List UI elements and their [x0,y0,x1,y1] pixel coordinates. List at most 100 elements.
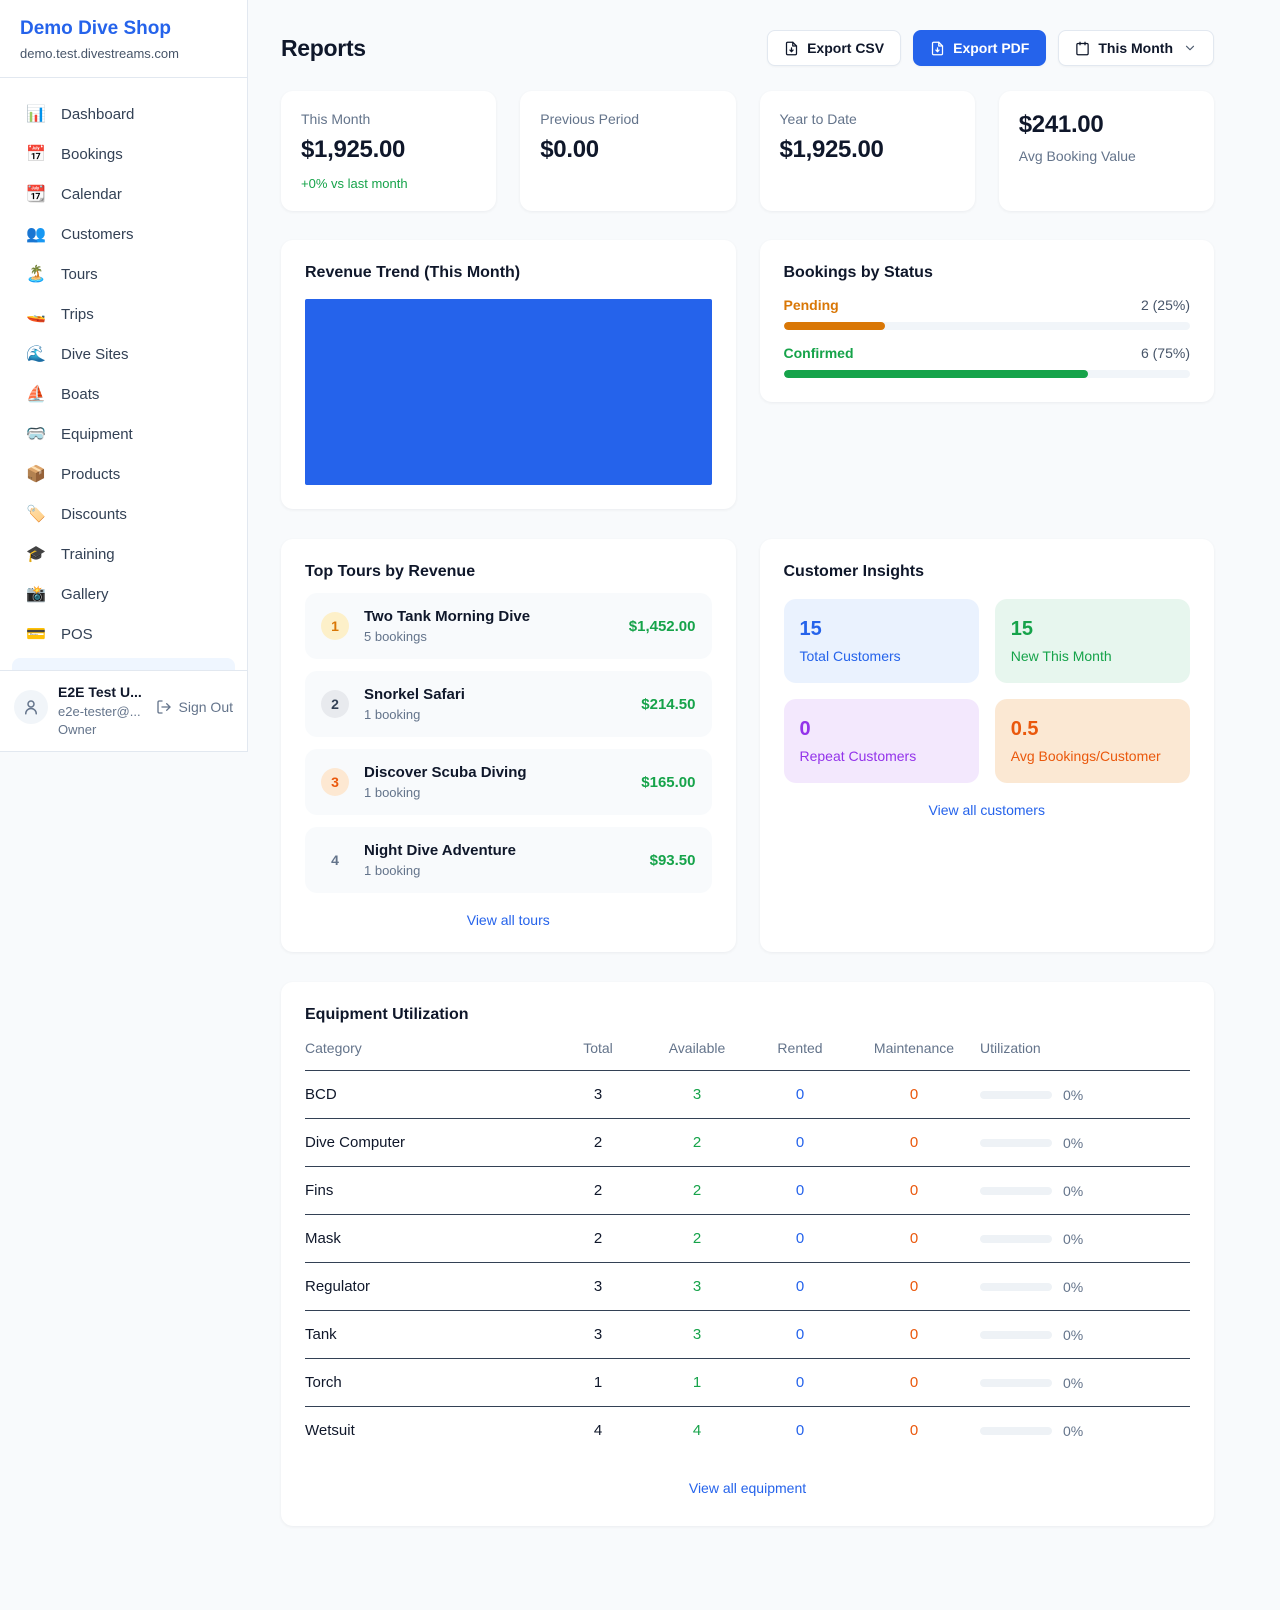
status-count: 2 (25%) [1140,297,1190,313]
view-all-tours-link[interactable]: View all tours [466,912,550,928]
view-all-equipment-link[interactable]: View all equipment [688,1480,807,1496]
equipment-rented: 0 [795,1422,805,1439]
training-icon: 🎓 [26,546,46,563]
top-tours-card: Top Tours by Revenue 1 Two Tank Morning D… [281,539,736,952]
user-email: e2e-tester@... [58,704,141,719]
equipment-available: 3 [642,1311,752,1359]
sign-out-label: Sign Out [178,699,233,715]
stat-value: $1,925.00 [779,136,884,163]
equipment-utilization: 0% [980,1072,1190,1119]
equipment-total: 2 [554,1167,642,1215]
utilization-bar-track [980,1282,1052,1291]
user-avatar-icon [14,690,48,724]
chevron-down-icon [1183,41,1197,55]
sidebar-item-label: Tours [61,265,98,283]
tour-bookings-count: 1 booking [364,785,421,800]
revenue-trend-card: Revenue Trend (This Month) [281,240,736,509]
sidebar-item-tours[interactable]: 🏝️ Tours [12,254,235,294]
equipment-category: BCD [305,1071,554,1119]
export-pdf-button[interactable]: Export PDF [913,30,1047,66]
insight-card-new-this-month: 15 New This Month [994,599,1190,683]
dive-sites-icon: 🌊 [26,346,46,363]
equipment-utilization: 0% [980,1168,1190,1215]
stat-card-year-to-date: Year to Date $1,925.00 [759,91,975,211]
charts-row: Revenue Trend (This Month) Bookings by S… [281,240,1214,509]
sidebar-item-trips[interactable]: 🚤 Trips [12,294,235,334]
sign-out-icon [156,699,172,715]
sidebar-item-boats[interactable]: ⛵ Boats [12,374,235,414]
sidebar-item-training[interactable]: 🎓 Training [12,534,235,574]
bookings-by-status-card: Bookings by Status Pending 2 (25%) Confirm… [759,240,1214,402]
insight-value: 0 [799,718,811,740]
export-csv-button[interactable]: Export CSV [767,30,902,66]
utilization-percent: 0% [1063,1326,1084,1343]
status-bar-track [783,370,1190,378]
tours-icon: 🏝️ [26,266,46,283]
sidebar-item-dashboard[interactable]: 📊 Dashboard [12,94,235,134]
sidebar-item-equipment[interactable]: 🥽 Equipment [12,414,235,454]
sidebar-item-label: Gallery [61,585,109,603]
equipment-total: 2 [554,1215,642,1263]
equipment-maintenance: 0 [848,1215,980,1263]
equipment-maintenance: 0 [848,1071,980,1119]
sidebar-item-label: Customers [61,225,134,243]
utilization-percent: 0% [1063,1086,1084,1103]
sign-out-button[interactable]: Sign Out [156,699,233,715]
user-name: E2E Test U... [58,684,142,700]
equipment-utilization: 0% [980,1408,1190,1454]
equipment-category: Torch [305,1359,554,1407]
sidebar-item-dive-sites[interactable]: 🌊 Dive Sites [12,334,235,374]
sidebar-item-products[interactable]: 📦 Products [12,454,235,494]
utilization-bar-track [980,1426,1052,1435]
view-all-customers-link[interactable]: View all customers [928,802,1045,818]
equipment-rented: 0 [752,1215,848,1263]
equipment-maintenance: 0 [848,1263,980,1311]
equipment-rented: 0 [752,1311,848,1359]
equipment-maintenance: 0 [848,1119,980,1167]
stat-label: Year to Date [779,111,857,127]
utilization-percent: 0% [1063,1134,1084,1151]
sidebar-item-gallery[interactable]: 📸 Gallery [12,574,235,614]
equipment-total: 1 [554,1359,642,1407]
utilization-percent: 0% [1063,1278,1084,1295]
trips-icon: 🚤 [26,306,46,323]
file-download-icon [930,41,945,56]
sidebar-item-bookings[interactable]: 📅 Bookings [12,134,235,174]
equipment-available: 3 [642,1071,752,1119]
equipment-utilization-title: Equipment Utilization [305,1006,469,1023]
sidebar-item-discounts[interactable]: 🏷️ Discounts [12,494,235,534]
equipment-available: 4 [692,1422,702,1439]
customer-insights-title: Customer Insights [783,563,924,580]
insight-card-avg-bookings-customer: 0.5 Avg Bookings/Customer [994,699,1190,783]
tour-revenue: $1,452.00 [628,617,696,635]
tour-rank-badge: 2 [321,690,349,718]
sidebar-item-reports-active-partial[interactable] [12,658,235,670]
period-dropdown[interactable]: This Month [1058,30,1214,66]
column-header-category: Category [305,1024,554,1071]
utilization-bar-track [980,1378,1052,1387]
sidebar-item-calendar[interactable]: 📆 Calendar [12,174,235,214]
equipment-rented: 0 [752,1119,848,1167]
stat-delta: +0% vs last month [301,176,408,191]
column-header-utilization: Utilization [980,1024,1190,1071]
utilization-percent: 0% [1063,1422,1084,1439]
gallery-icon: 📸 [26,586,46,603]
equipment-maintenance: 0 [848,1359,980,1407]
equipment-available: 2 [642,1167,752,1215]
main-header: Reports Export CSV Export PDF This Month [281,0,1214,66]
status-bar-fill [783,370,1089,378]
tour-revenue: $93.50 [649,851,696,869]
pos-icon: 💳 [26,626,46,643]
revenue-trend-chart [305,299,712,485]
sidebar-item-pos[interactable]: 💳 POS [12,614,235,654]
tour-bookings-count: 1 booking [364,707,421,722]
sidebar-item-customers[interactable]: 👥 Customers [12,214,235,254]
equipment-total: 3 [554,1071,642,1119]
sidebar-item-label: POS [61,625,93,643]
sidebar-item-label: Dashboard [61,105,135,123]
user-section: E2E Test U... e2e-tester@... Owner Sign … [0,670,247,751]
tour-name: Night Dive Adventure [364,842,516,859]
equipment-category: Fins [305,1167,554,1215]
tour-bookings-count: 5 bookings [364,629,427,644]
status-bar-fill [783,322,886,330]
